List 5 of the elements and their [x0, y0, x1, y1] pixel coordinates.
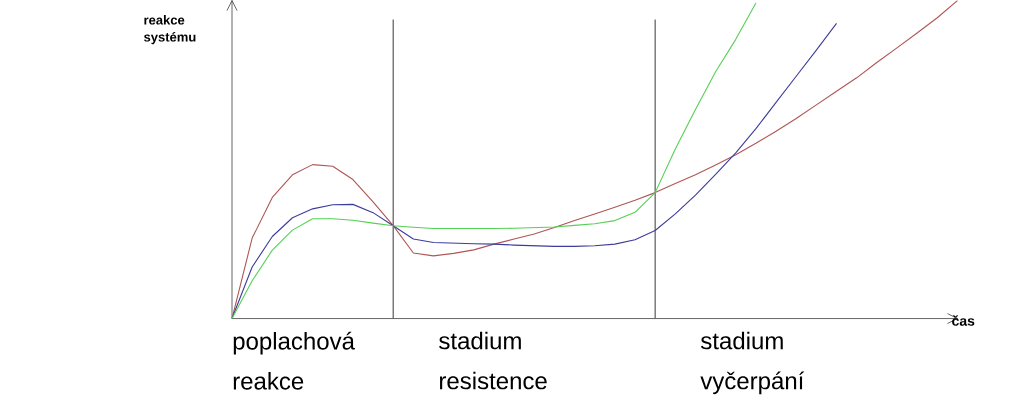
x-axis-title: čas [952, 315, 975, 327]
text: stadium resistence [439, 331, 547, 390]
y-axis-title: reakce systému [144, 15, 196, 45]
text: poplachová reakce [233, 331, 355, 390]
text: stadium vyčerpání [700, 331, 805, 395]
